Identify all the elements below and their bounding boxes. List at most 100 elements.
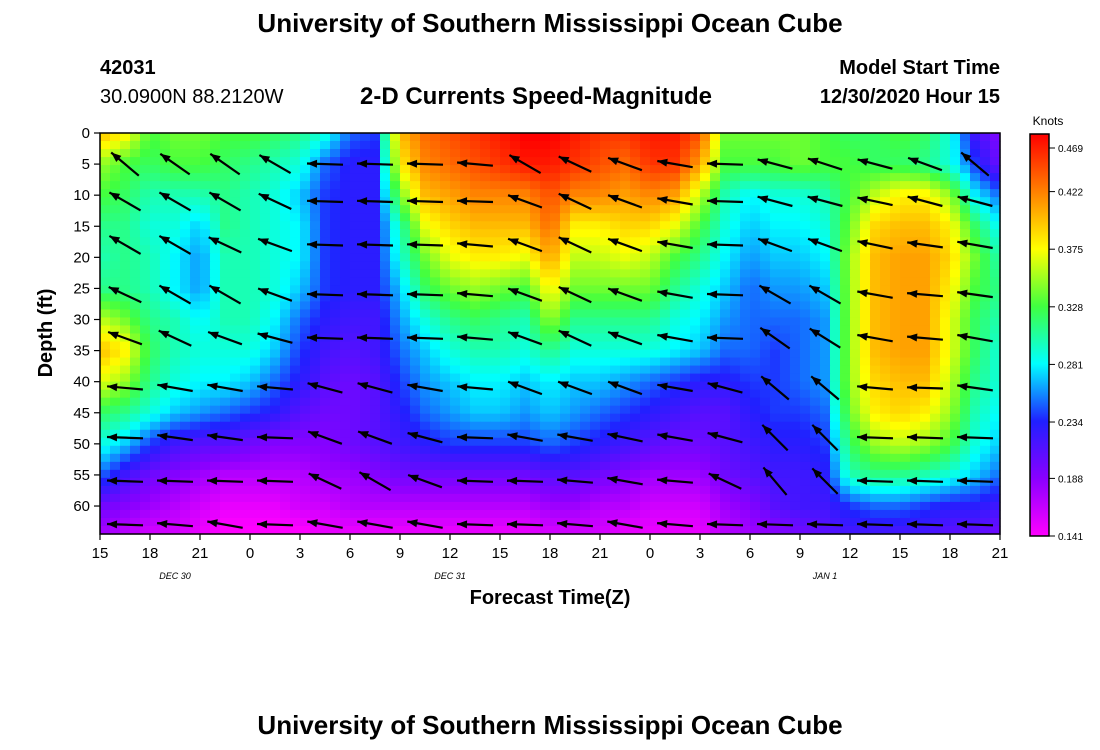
heatmap-cell <box>770 525 781 535</box>
heatmap-cell <box>360 405 371 415</box>
heatmap-cell <box>670 285 681 294</box>
heatmap-cell <box>270 277 281 286</box>
heatmap-cell <box>800 373 811 383</box>
heatmap-cell <box>950 285 961 294</box>
heatmap-cell <box>560 197 571 206</box>
heatmap-cell <box>220 365 231 375</box>
heatmap-cell <box>960 269 971 278</box>
heatmap-cell <box>960 493 971 503</box>
heatmap-cell <box>510 525 521 535</box>
heatmap-cell <box>960 261 971 270</box>
heatmap-cell <box>410 245 421 254</box>
heatmap-cell <box>140 493 151 503</box>
heatmap-cell <box>100 181 111 190</box>
heatmap-cell <box>200 493 211 503</box>
heatmap-cell <box>640 389 651 399</box>
heatmap-cell <box>840 189 851 198</box>
heatmap-cell <box>590 413 601 423</box>
heatmap-cell <box>320 421 331 431</box>
heatmap-cell <box>130 493 141 503</box>
heatmap-cell <box>320 285 331 294</box>
heatmap-cell <box>650 453 661 463</box>
heatmap-cell <box>150 413 161 423</box>
heatmap-cell <box>320 229 331 238</box>
heatmap-cell <box>680 317 691 327</box>
heatmap-cell <box>830 501 841 511</box>
heatmap-cell <box>750 237 761 246</box>
heatmap-cell <box>200 341 211 351</box>
heatmap-cell <box>190 229 201 238</box>
heatmap-cell <box>620 485 631 495</box>
date-label: JAN 1 <box>812 571 838 581</box>
heatmap-cell <box>390 429 401 439</box>
heatmap-cell <box>190 245 201 254</box>
heatmap-cell <box>420 445 431 455</box>
heatmap-cell <box>180 165 191 174</box>
heatmap-cell <box>850 205 861 214</box>
heatmap-cell <box>330 477 341 487</box>
heatmap-cell <box>200 269 211 278</box>
heatmap-cell <box>580 365 591 375</box>
heatmap-cell <box>540 509 551 519</box>
current-vector <box>607 519 643 529</box>
heatmap-cell <box>230 157 241 166</box>
heatmap-cell <box>650 341 661 351</box>
heatmap-cell <box>160 461 171 471</box>
heatmap-cell <box>630 405 641 415</box>
heatmap-cell <box>870 493 881 503</box>
y-tick-label: 25 <box>73 280 90 297</box>
heatmap-cell <box>790 173 801 182</box>
heatmap-cell <box>280 229 291 238</box>
heatmap-cell <box>480 389 491 399</box>
heatmap-cell <box>570 413 581 423</box>
heatmap-cell <box>700 461 711 471</box>
heatmap-cell <box>360 301 371 311</box>
current-vector <box>706 520 744 529</box>
heatmap-cell <box>500 221 511 230</box>
heatmap-cell <box>180 237 191 246</box>
heatmap-cell <box>650 437 661 447</box>
heatmap-cell <box>480 453 491 463</box>
heatmap-cell <box>810 357 821 367</box>
heatmap-cell <box>890 173 901 182</box>
heatmap-cell <box>310 413 321 423</box>
heatmap-cell <box>100 293 111 303</box>
heatmap-cell <box>780 253 791 262</box>
heatmap-cell <box>430 301 441 311</box>
heatmap-cell <box>830 237 841 246</box>
heatmap-cell <box>180 181 191 190</box>
heatmap-cell <box>720 341 731 351</box>
heatmap-cell <box>800 133 811 142</box>
heatmap-cell <box>480 277 491 286</box>
heatmap-cell <box>910 509 921 519</box>
heatmap-cell <box>740 413 751 423</box>
heatmap-cell <box>940 293 951 303</box>
heatmap-cell <box>840 181 851 190</box>
heatmap-cell <box>840 357 851 367</box>
heatmap-cell <box>200 309 211 319</box>
heatmap-cell <box>520 261 531 270</box>
heatmap-cell <box>450 213 461 222</box>
heatmap-cell <box>350 173 361 182</box>
heatmap-cell <box>610 413 621 423</box>
heatmap-cell <box>500 269 511 278</box>
heatmap-cell <box>930 453 941 463</box>
heatmap-cell <box>610 493 621 503</box>
heatmap-cell <box>560 149 571 158</box>
heatmap-cell <box>290 485 301 495</box>
heatmap-cell <box>200 333 211 343</box>
heatmap-cell <box>570 309 581 319</box>
heatmap-cell <box>970 301 981 311</box>
heatmap-cell <box>420 301 431 311</box>
heatmap-cell <box>310 293 321 303</box>
heatmap-cell <box>120 501 131 511</box>
heatmap-cell <box>960 325 971 335</box>
heatmap-cell <box>910 181 921 190</box>
heatmap-cell <box>710 341 721 351</box>
heatmap-cell <box>240 205 251 214</box>
heatmap-cell <box>130 229 141 238</box>
heatmap-cell <box>210 325 221 335</box>
heatmap-cell <box>200 317 211 327</box>
heatmap-cell <box>890 429 901 439</box>
heatmap-cell <box>780 517 791 527</box>
